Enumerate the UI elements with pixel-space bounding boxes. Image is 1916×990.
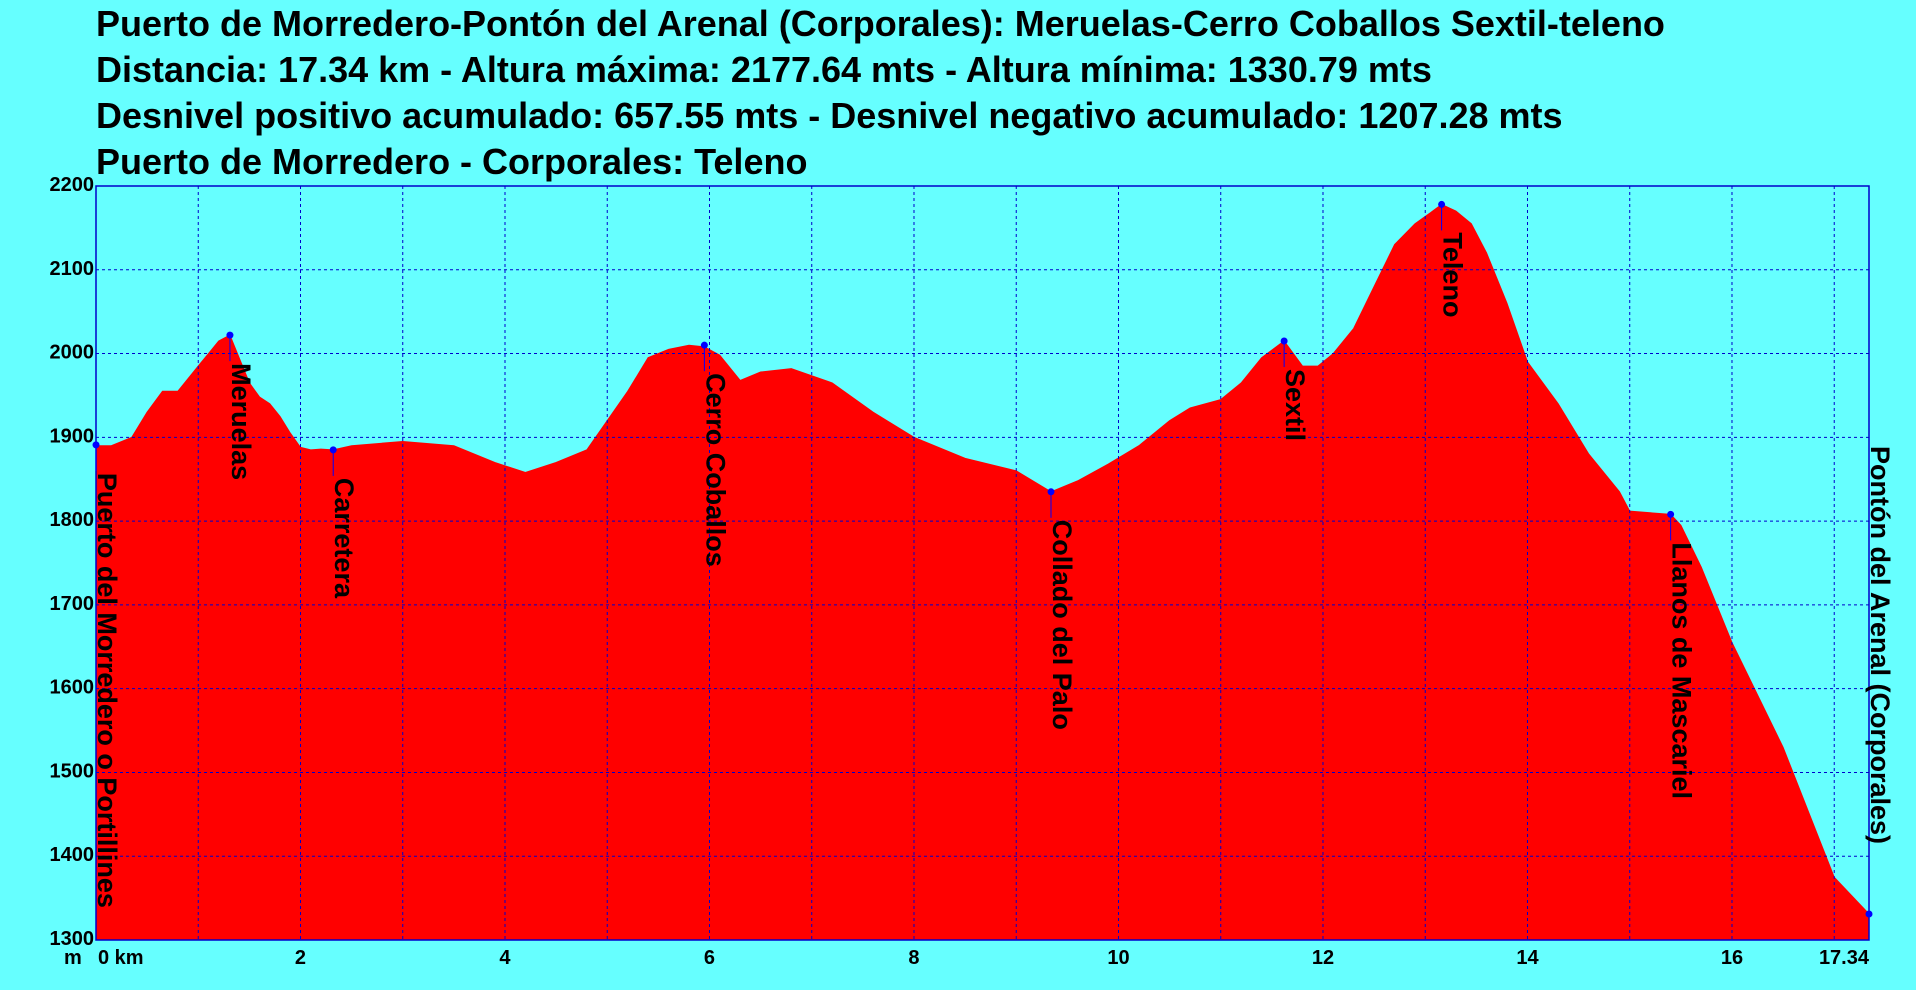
waypoint-label: Cerro Coballos — [700, 373, 730, 567]
y-axis-ticks: 1300 1400 1500 1600 1700 1800 1900 2000 2100 2200 — [50, 174, 95, 950]
y-tick-label: 2000 — [50, 342, 95, 364]
x-tick-label: 17.34 — [1819, 947, 1870, 969]
x-tick-label: 10 — [1107, 947, 1129, 969]
x-tick-label: 16 — [1721, 947, 1743, 969]
plot-frame — [95, 185, 1870, 941]
x-tick-label: 6 — [704, 947, 715, 969]
waypoint-markers: Puerto del Morredero o Portillines Meruel… — [92, 200, 1895, 918]
x-tick-label: 14 — [1516, 947, 1539, 969]
waypoint-label: Teleno — [1438, 232, 1468, 317]
x-tick-label: 0 km — [98, 947, 144, 969]
y-tick-label: 1900 — [50, 425, 95, 447]
waypoint-label: Pontón del Arenal (Corporales) — [1865, 446, 1895, 844]
waypoint-label: Sextil — [1280, 369, 1310, 441]
x-tick-label: 8 — [908, 947, 919, 969]
x-axis-ticks: 0 km 2 4 6 8 10 12 14 16 17.34 — [98, 947, 1870, 969]
waypoint-label: Puerto del Morredero o Portillines — [92, 473, 122, 908]
y-tick-label: 1600 — [50, 677, 95, 699]
waypoint-label: Llanos de Mascariel — [1667, 542, 1697, 799]
waypoint-label: Collado del Palo — [1047, 520, 1077, 730]
chart-title: Puerto de Morredero-Pontón del Arenal (C… — [96, 3, 1665, 44]
y-axis-unit-label: m — [64, 947, 82, 969]
y-tick-label: 1800 — [50, 509, 95, 531]
chart-subtitle: Puerto de Morredero - Corporales: Teleno — [96, 141, 808, 182]
distance-altitude-stats: Distancia: 17.34 km - Altura máxima: 217… — [96, 49, 1432, 90]
x-tick-label: 12 — [1312, 947, 1334, 969]
y-tick-label: 1400 — [50, 844, 95, 866]
x-tick-label: 2 — [295, 947, 306, 969]
elevation-profile-area — [95, 203, 1870, 941]
y-tick-label: 1700 — [50, 593, 95, 615]
y-tick-label: 2100 — [50, 258, 95, 280]
y-tick-label: 2200 — [50, 174, 95, 196]
waypoint-label: Meruelas — [226, 363, 256, 480]
y-tick-label: 1300 — [50, 928, 95, 950]
waypoint-label: Carretera — [329, 478, 359, 599]
x-tick-label: 4 — [499, 947, 511, 969]
elevation-gain-stats: Desnivel positivo acumulado: 657.55 mts … — [96, 95, 1563, 136]
y-tick-label: 1500 — [50, 760, 95, 782]
